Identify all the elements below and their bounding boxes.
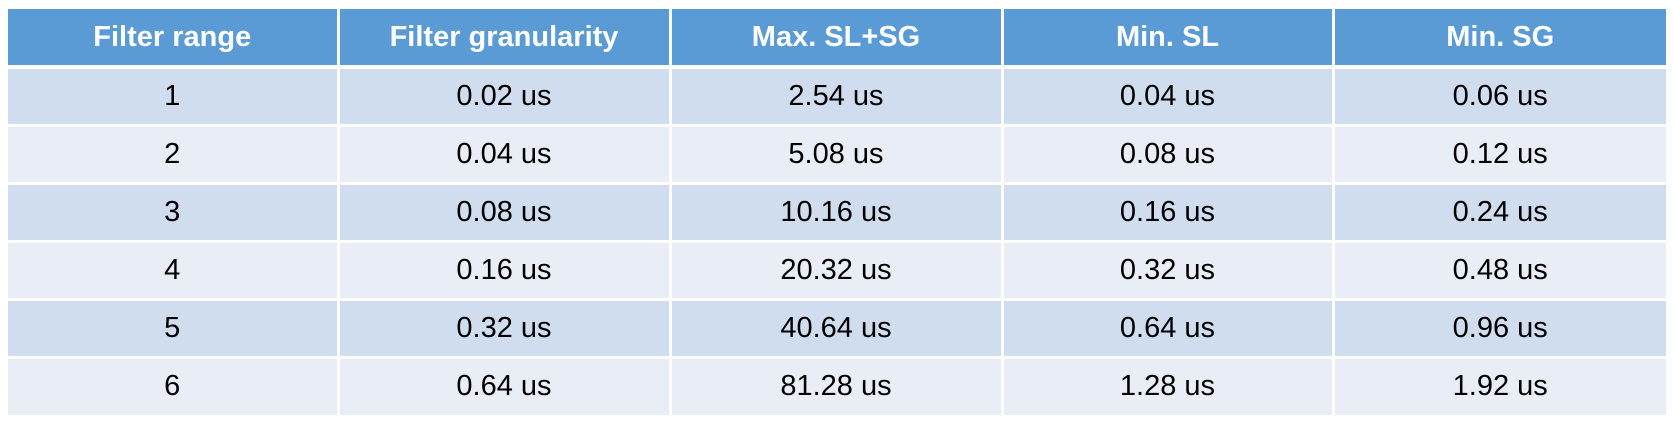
cell-min-sg: 0.12 us bbox=[1452, 137, 1548, 170]
cell-filter-range: 3 bbox=[8, 183, 340, 241]
cell-min-sl: 0.32 us bbox=[1002, 241, 1335, 299]
cell-filter-granularity: 0.04 us bbox=[338, 125, 672, 183]
cell-min-sg: 0.24 us bbox=[1452, 195, 1548, 228]
cell-max-sl-sg: 10.16 us bbox=[670, 183, 1004, 241]
cell-min-sl: 0.08 us bbox=[1002, 125, 1335, 183]
table-row: 3 0.08 us 10.16 us 0.16 us 0.24 us bbox=[8, 183, 1666, 241]
cell-filter-granularity: 0.02 us bbox=[338, 67, 672, 125]
cell-min-sg: 0.96 us bbox=[1452, 311, 1548, 344]
cell-min-sg: 0.48 us bbox=[1452, 253, 1548, 286]
cell-max-sl-sg: 2.54 us bbox=[670, 67, 1004, 125]
cell-max-sl-sg: 20.32 us bbox=[670, 241, 1004, 299]
cell-filter-range: 5 bbox=[8, 299, 340, 357]
header-row: Filter range Filter granularity Max. SL+… bbox=[8, 9, 1666, 67]
header-min-sg: Min. SG bbox=[1446, 20, 1555, 53]
table-row: 1 0.02 us 2.54 us 0.04 us 0.06 us bbox=[8, 67, 1666, 125]
cell-min-sg: 0.06 us bbox=[1452, 79, 1548, 112]
cell-min-sl: 0.64 us bbox=[1002, 299, 1335, 357]
cell-filter-range: 2 bbox=[8, 125, 340, 183]
cell-filter-granularity: 0.16 us bbox=[338, 241, 672, 299]
header-filter-granularity: Filter granularity bbox=[338, 9, 672, 67]
header-filter-range: Filter range bbox=[8, 9, 340, 67]
header-max-sl-sg: Max. SL+SG bbox=[670, 9, 1004, 67]
filter-range-table: Filter range Filter granularity Max. SL+… bbox=[8, 9, 1666, 415]
cell-filter-range: 6 bbox=[8, 357, 340, 415]
cell-filter-range: 4 bbox=[8, 241, 340, 299]
table-row: 5 0.32 us 40.64 us 0.64 us 0.96 us bbox=[8, 299, 1666, 357]
cell-filter-granularity: 0.08 us bbox=[338, 183, 672, 241]
table-row: 4 0.16 us 20.32 us 0.32 us 0.48 us bbox=[8, 241, 1666, 299]
cell-min-sl: 1.28 us bbox=[1002, 357, 1335, 415]
table-header: Filter range Filter granularity Max. SL+… bbox=[8, 9, 1666, 67]
cell-min-sg: 1.92 us bbox=[1452, 370, 1548, 403]
cell-min-sl: 0.16 us bbox=[1002, 183, 1335, 241]
header-min-sl: Min. SL bbox=[1002, 9, 1335, 67]
cell-max-sl-sg: 5.08 us bbox=[670, 125, 1004, 183]
table-row: 2 0.04 us 5.08 us 0.08 us 0.12 us bbox=[8, 125, 1666, 183]
cell-filter-granularity: 0.64 us bbox=[338, 357, 672, 415]
cell-min-sl: 0.04 us bbox=[1002, 67, 1335, 125]
cell-max-sl-sg: 81.28 us bbox=[670, 357, 1004, 415]
cell-max-sl-sg: 40.64 us bbox=[670, 299, 1004, 357]
filter-table-container: Filter range Filter granularity Max. SL+… bbox=[8, 9, 1666, 415]
cell-filter-granularity: 0.32 us bbox=[338, 299, 672, 357]
cell-filter-range: 1 bbox=[8, 67, 340, 125]
table-body: 1 0.02 us 2.54 us 0.04 us 0.06 us 2 0.04… bbox=[8, 67, 1666, 415]
table-row: 6 0.64 us 81.28 us 1.28 us 1.92 us bbox=[8, 357, 1666, 415]
